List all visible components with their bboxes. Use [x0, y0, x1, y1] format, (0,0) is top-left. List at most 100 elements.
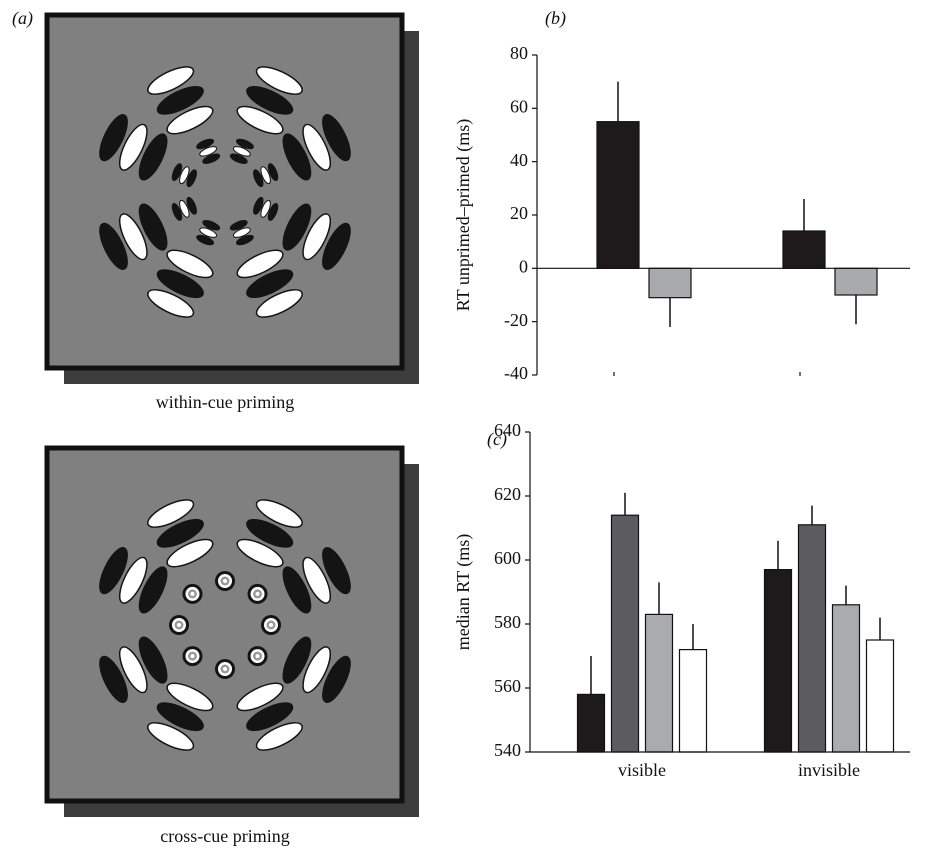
y-axis-label: median RT (ms): [453, 534, 474, 651]
grating-element: [246, 518, 294, 548]
grating-element: [138, 636, 168, 684]
small-grating-element: [253, 196, 264, 215]
grating-element: [118, 646, 148, 694]
y-tick-label: 620: [494, 484, 521, 504]
caption: within-cue priming: [156, 392, 294, 412]
small-grating-element: [267, 202, 279, 221]
panel-label: (b): [545, 8, 566, 29]
grating-element: [166, 538, 214, 568]
grating-element: [118, 123, 148, 171]
bar: [648, 267, 692, 299]
grating-element: [246, 269, 294, 299]
panel-label: (a): [12, 8, 33, 29]
small-grating-element: [235, 138, 254, 150]
stimulus: [99, 66, 351, 318]
small-grating-element: [260, 166, 271, 185]
grating-element: [118, 556, 148, 604]
caption: cross-cue priming: [160, 826, 289, 846]
grating-element: [236, 105, 284, 135]
y-tick-label: 560: [494, 676, 521, 696]
y-tick-label: 640: [494, 420, 521, 440]
bar: [610, 514, 640, 753]
ring-element: [269, 623, 273, 627]
y-tick-label: -40: [504, 363, 528, 383]
stimulus-field: [44, 12, 405, 371]
ring-element: [255, 654, 260, 659]
grating-element: [282, 203, 312, 251]
stimulus: [99, 499, 351, 751]
grating-element: [156, 85, 204, 115]
grating-element: [99, 114, 128, 162]
grating-element: [138, 566, 168, 614]
bar: [797, 524, 827, 753]
grating-element: [236, 249, 284, 279]
y-tick-label: 540: [494, 740, 521, 760]
grating-element: [282, 636, 312, 684]
bar: [644, 613, 674, 753]
grating-element: [147, 722, 195, 751]
grating-element: [322, 222, 351, 270]
grating-element: [147, 499, 195, 528]
y-tick-label: 40: [510, 150, 528, 170]
grating-element: [166, 105, 214, 135]
x-tick-label: visible: [618, 760, 666, 780]
grating-element: [302, 556, 332, 604]
grating-element: [322, 655, 351, 703]
grating-element: [255, 66, 303, 95]
stimulus-field: [44, 445, 405, 804]
grating-element: [302, 123, 332, 171]
grating-element: [156, 702, 204, 732]
grating-element: [322, 114, 351, 162]
bar: [834, 267, 878, 296]
y-tick-label: 0: [519, 256, 528, 276]
grating-element: [236, 682, 284, 712]
grating-element: [147, 66, 195, 95]
y-tick-label: 580: [494, 612, 521, 632]
small-grating-element: [267, 163, 279, 182]
small-grating-element: [202, 220, 221, 231]
ring-element: [223, 667, 227, 671]
ring-element: [255, 591, 260, 596]
bar: [596, 121, 640, 269]
y-tick-label: 20: [510, 203, 528, 223]
small-grating-element: [235, 234, 254, 246]
ring-element: [177, 623, 181, 627]
bar: [763, 568, 793, 753]
small-grating-element: [199, 146, 218, 157]
small-grating-element: [171, 202, 183, 221]
small-grating-element: [199, 227, 218, 238]
small-grating-element: [202, 153, 221, 164]
grating-element: [166, 682, 214, 712]
panel-label: (c): [487, 429, 507, 450]
grating-element: [282, 566, 312, 614]
bar: [865, 639, 895, 753]
grating-element: [302, 646, 332, 694]
small-grating-element: [229, 220, 248, 231]
grating-element: [156, 269, 204, 299]
small-grating-element: [186, 196, 197, 215]
y-tick-label: 60: [510, 96, 528, 116]
y-axis-label: RT unprimed–primed (ms): [453, 119, 474, 312]
grating-element: [99, 655, 128, 703]
small-grating-element: [253, 169, 264, 188]
grating-element: [99, 547, 128, 595]
grating-element: [255, 499, 303, 528]
grating-element: [118, 213, 148, 261]
small-grating-element: [196, 234, 215, 246]
grating-element: [302, 213, 332, 261]
bar: [831, 604, 861, 753]
ring-element: [190, 591, 195, 596]
small-grating-element: [232, 146, 251, 157]
small-grating-element: [171, 163, 183, 182]
grating-element: [246, 702, 294, 732]
small-grating-element: [260, 199, 271, 218]
small-grating-element: [179, 166, 190, 185]
bar: [678, 648, 708, 753]
grating-element: [246, 85, 294, 115]
ring-element: [190, 654, 195, 659]
grating-element: [147, 289, 195, 318]
grating-element: [138, 133, 168, 181]
small-grating-element: [232, 227, 251, 238]
small-grating-element: [196, 138, 215, 150]
